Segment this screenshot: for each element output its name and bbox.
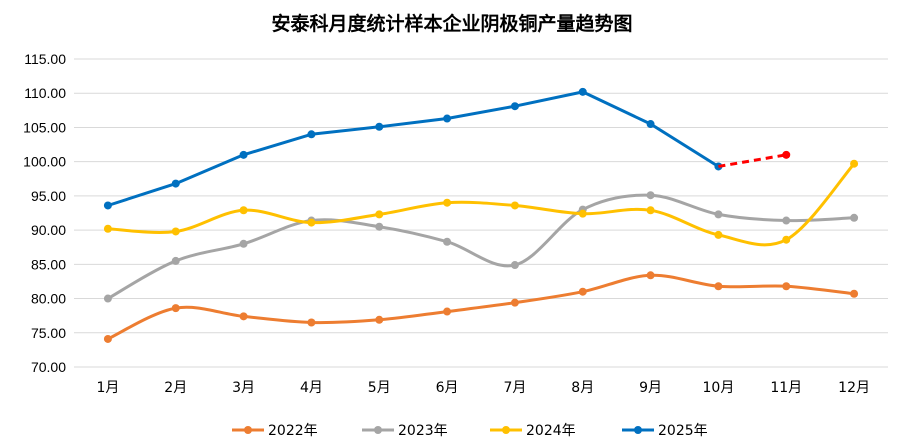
data-point — [510, 298, 519, 307]
x-tick-label: 4月 — [300, 380, 323, 396]
y-tick-label: 75.00 — [31, 325, 66, 341]
data-point — [782, 216, 791, 225]
y-tick-label: 90.00 — [31, 222, 66, 238]
series-2024年 — [103, 159, 859, 247]
series-2023年 — [103, 191, 859, 303]
series-line — [106, 90, 720, 207]
x-tick-label: 7月 — [503, 380, 526, 396]
data-point — [510, 261, 519, 270]
y-axis-ticks: 70.00 75.00 80.00 85.00 90.00 95.00 100.00 105.… — [23, 51, 66, 375]
forecast-line — [718, 153, 787, 168]
data-point — [578, 287, 587, 296]
legend-label: 2022年 — [268, 423, 318, 439]
legend-label: 2023年 — [398, 423, 448, 439]
data-point — [239, 150, 248, 159]
y-tick-label: 95.00 — [31, 188, 66, 204]
grid-lines — [74, 58, 888, 368]
data-point — [375, 315, 384, 324]
legend-item: 2025年 — [622, 423, 708, 439]
x-tick-label: 10月 — [703, 380, 735, 396]
legend: 2022年 2023年 2024年 2025年 — [232, 423, 708, 439]
x-tick-label: 2月 — [164, 380, 187, 396]
x-tick-label: 5月 — [368, 380, 391, 396]
series-2022年 — [103, 271, 859, 343]
data-point — [307, 318, 316, 327]
data-point — [375, 222, 384, 231]
x-tick-label: 11月 — [770, 380, 802, 396]
chart-title: 安泰科月度统计样本企业阴极铜产量趋势图 — [271, 12, 632, 35]
data-point — [646, 271, 655, 280]
data-point — [443, 237, 452, 246]
x-tick-label: 1月 — [96, 380, 119, 396]
data-point — [782, 282, 791, 291]
data-point — [307, 130, 316, 139]
y-tick-label: 110.00 — [24, 85, 66, 101]
data-point — [850, 213, 859, 222]
series-lines — [103, 87, 859, 343]
data-point — [239, 239, 248, 248]
data-point — [850, 289, 859, 298]
legend-marker — [502, 426, 510, 434]
data-point — [510, 102, 519, 111]
data-point — [375, 210, 384, 219]
data-point — [714, 230, 723, 239]
data-point — [443, 198, 452, 207]
x-tick-label: 12月 — [838, 380, 870, 396]
legend-item: 2024年 — [490, 423, 576, 439]
data-point — [103, 224, 112, 233]
data-point — [646, 206, 655, 215]
data-point — [171, 179, 180, 188]
x-axis-ticks: 1月 2月 3月 4月 5月 6月 7月 8月 9月 10月 11月 12月 — [96, 380, 870, 396]
series-line — [106, 162, 856, 247]
y-tick-label: 80.00 — [31, 291, 66, 307]
data-point — [375, 122, 384, 131]
data-point — [103, 294, 112, 303]
data-point — [103, 201, 112, 210]
series-2025年 — [103, 87, 723, 210]
data-point — [646, 120, 655, 129]
data-point — [646, 191, 655, 200]
legend-label: 2025年 — [658, 423, 708, 439]
data-point — [714, 282, 723, 291]
legend-marker — [244, 426, 252, 434]
legend-item: 2022年 — [232, 423, 318, 439]
y-tick-label: 100.00 — [23, 154, 66, 170]
data-point — [578, 209, 587, 218]
data-point — [782, 235, 791, 244]
x-tick-label: 6月 — [436, 380, 459, 396]
data-point — [443, 307, 452, 316]
y-tick-label: 85.00 — [31, 256, 66, 272]
data-point — [171, 304, 180, 313]
data-point — [171, 227, 180, 236]
x-tick-label: 9月 — [639, 380, 662, 396]
series-line — [106, 193, 856, 301]
data-point — [850, 159, 859, 168]
data-point — [239, 312, 248, 321]
legend-label: 2024年 — [526, 423, 576, 439]
y-tick-label: 105.00 — [23, 119, 66, 135]
data-point — [714, 210, 723, 219]
data-point — [578, 87, 587, 96]
data-point — [443, 114, 452, 123]
legend-item: 2023年 — [362, 423, 448, 439]
data-point — [307, 218, 316, 227]
data-point — [171, 256, 180, 265]
legend-marker — [374, 426, 382, 434]
x-tick-label: 3月 — [232, 380, 255, 396]
data-point — [103, 334, 112, 343]
legend-marker — [634, 426, 642, 434]
series-line — [106, 273, 856, 341]
x-tick-label: 8月 — [571, 380, 594, 396]
data-point — [510, 201, 519, 210]
forecast-point — [782, 150, 791, 159]
y-tick-label: 115.00 — [24, 51, 66, 67]
forecast-series — [718, 150, 791, 168]
y-tick-label: 70.00 — [31, 359, 66, 375]
data-point — [239, 206, 248, 215]
